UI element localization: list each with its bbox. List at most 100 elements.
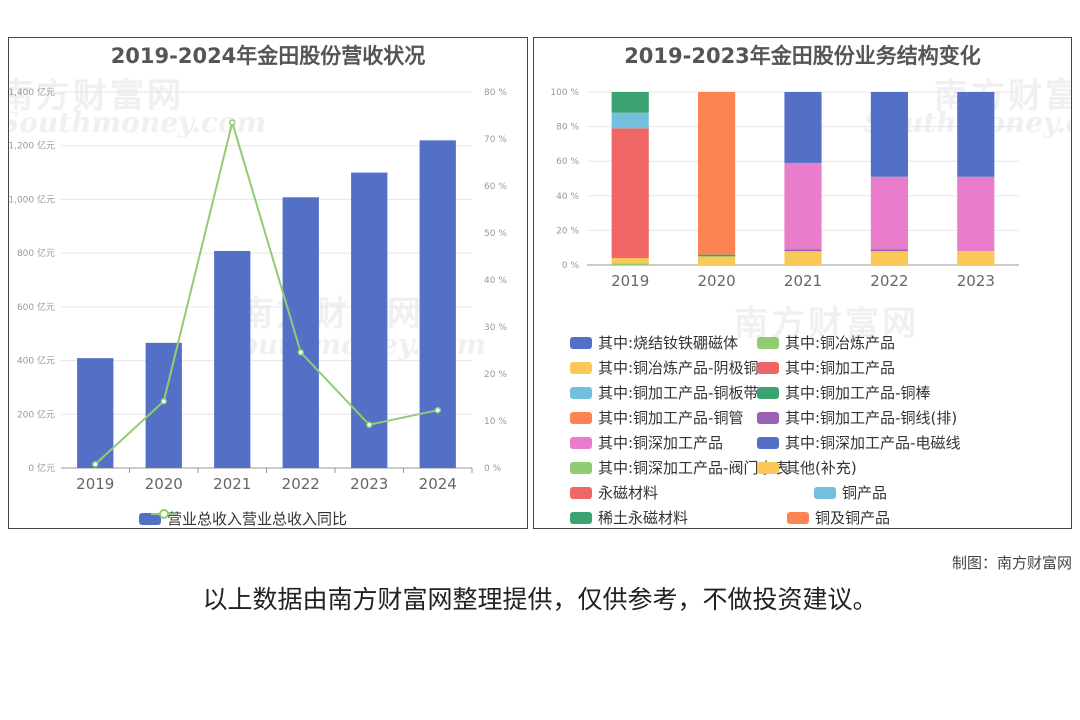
- y-tick-label-left: 600 亿元: [17, 301, 55, 313]
- stack-segment-2022: [870, 251, 908, 265]
- stack-segment-2023: [957, 176, 995, 252]
- y-tick-label-right: 70 %: [484, 135, 507, 145]
- legend-swatch: [570, 361, 592, 374]
- legend-label: 其中:烧结钕铁硼磁体: [598, 334, 739, 352]
- legend-item[interactable]: 其中:铜冶炼产品-阴极铜: [570, 357, 758, 378]
- legend-item[interactable]: 其中:铜加工产品: [757, 357, 895, 378]
- y-tick-label-left: 800 亿元: [17, 247, 55, 259]
- y-tick-label-left: 1,000 亿元: [9, 193, 55, 205]
- y-tick-label: 0 %: [562, 261, 580, 271]
- legend-label: 铜及铜产品: [815, 509, 891, 527]
- y-tick-label-right: 20 %: [484, 370, 507, 380]
- y-tick-label-left: 200 亿元: [17, 408, 55, 420]
- legend-item[interactable]: 铜产品: [814, 482, 887, 503]
- stack-segment-2020: [698, 92, 736, 255]
- legend-label-yoy[interactable]: 营业总收入同比: [242, 510, 348, 528]
- stack-segment-2021: [784, 162, 822, 250]
- legend-item[interactable]: 永磁材料: [570, 482, 658, 503]
- stack-segment-2019: [611, 92, 649, 113]
- legend-swatch: [570, 486, 592, 499]
- stack-segment-2019: [611, 112, 649, 129]
- bar-revenue-2022: [282, 197, 319, 468]
- legend-label: 其中:铜深加工产品-阀门水表: [598, 459, 789, 477]
- structure-chart-svg: 0 % 20 % 40 % 60 % 80 % 100 % 2019 2020 2021 2022…: [550, 88, 1019, 290]
- legend-item[interactable]: 其他(补充): [757, 457, 857, 478]
- stack-segment-2021: [784, 92, 822, 163]
- legend-swatch: [757, 336, 779, 349]
- stack-segment-2021: [784, 249, 822, 252]
- legend-swatch: [570, 511, 592, 524]
- y-tick-label-left: 400 亿元: [17, 355, 55, 367]
- legend-swatch: [757, 411, 779, 424]
- x-tick-label: 2021: [784, 272, 822, 290]
- y-tick-label-left: 1,400 亿元: [9, 86, 55, 98]
- stack-segment-2019: [611, 258, 649, 264]
- stack-segment-2023: [957, 251, 995, 265]
- legend-swatch: [814, 486, 836, 499]
- legend-swatch: [570, 336, 592, 349]
- y-tick-label-right: 60 %: [484, 182, 507, 192]
- y-tick-label: 60 %: [556, 157, 579, 167]
- legend-item[interactable]: 其中:铜深加工产品-阀门水表: [570, 457, 788, 478]
- stack-segment-2023: [957, 92, 995, 177]
- legend-item[interactable]: 其中:铜加工产品-铜板带: [570, 382, 758, 403]
- legend-label: 其中:铜深加工产品: [598, 434, 724, 452]
- legend-swatch: [757, 436, 779, 449]
- legend-swatch: [787, 511, 809, 524]
- y-tick-label: 20 %: [556, 226, 579, 236]
- x-tick-label: 2019: [76, 475, 114, 493]
- legend: 营业总收入 营业总收入同比: [139, 508, 348, 528]
- y-tick-label-right: 50 %: [484, 229, 507, 239]
- x-tick-label: 2020: [145, 475, 183, 493]
- revenue-chart-panel: 南方财富网 Southmoney.com 南方财富网 Southmoney.co…: [8, 37, 528, 529]
- legend-item[interactable]: 其中:铜加工产品-铜线(排): [757, 407, 957, 428]
- legend-label: 其中:铜冶炼产品: [785, 334, 896, 352]
- y-tick-label: 80 %: [556, 123, 579, 133]
- legend-swatch: [757, 461, 779, 474]
- legend-label-revenue[interactable]: 营业总收入: [167, 510, 243, 528]
- legend-label: 其中:铜加工产品: [785, 359, 896, 377]
- legend-item[interactable]: 其中:铜冶炼产品: [757, 332, 895, 353]
- stack-segment-2019: [611, 263, 649, 265]
- x-tick-label: 2022: [282, 475, 320, 493]
- x-tick-label: 2022: [870, 272, 908, 290]
- bar-revenue-2023: [351, 172, 388, 469]
- legend-item[interactable]: 其中:铜加工产品-铜棒: [757, 382, 930, 403]
- legend-label: 稀土永磁材料: [598, 509, 689, 527]
- legend-swatch: [570, 411, 592, 424]
- x-tick-label: 2019: [611, 272, 649, 290]
- x-tick-label: 2021: [213, 475, 251, 493]
- y-tick-label-right: 10 %: [484, 417, 507, 427]
- legend-label: 其中:铜加工产品-铜管: [598, 409, 744, 427]
- x-tick-label: 2023: [957, 272, 995, 290]
- bar-revenue-2021: [214, 250, 251, 468]
- yoy-point-2023: [366, 421, 373, 429]
- x-tick-label: 2024: [419, 475, 457, 493]
- legend-swatch: [757, 361, 779, 374]
- legend-label: 铜产品: [842, 484, 888, 502]
- legend-item[interactable]: 其中:铜深加工产品: [570, 432, 723, 453]
- yoy-point-2020: [160, 398, 167, 405]
- legend-item[interactable]: 其中:铜深加工产品-电磁线: [757, 432, 960, 453]
- legend-swatch-yoy: [151, 509, 177, 519]
- disclaimer: 以上数据由南方财富网整理提供，仅供参考，不做投资建议。: [202, 585, 878, 614]
- legend-item[interactable]: 稀土永磁材料: [570, 507, 688, 528]
- legend-label: 其中:铜加工产品-铜棒: [785, 384, 931, 402]
- stack-segment-2022: [870, 249, 908, 252]
- legend-item[interactable]: 其中:烧结钕铁硼磁体: [570, 332, 738, 353]
- legend-item[interactable]: 铜及铜产品: [787, 507, 890, 528]
- y-tick-label-right: 80 %: [484, 88, 507, 98]
- stack-segment-2020: [698, 256, 736, 265]
- y-tick-label-left: 1,200 亿元: [9, 140, 55, 152]
- legend-item[interactable]: 其中:铜加工产品-铜管: [570, 407, 743, 428]
- chart-title: 2019-2024年金田股份营收状况: [110, 44, 426, 68]
- y-tick-label: 40 %: [556, 192, 579, 202]
- x-tick-label: 2023: [350, 475, 388, 493]
- structure-chart-panel: 南方财富网 Southmoney.com 南方财富网 0 %20 %40 %60…: [533, 37, 1072, 529]
- legend-swatch: [757, 386, 779, 399]
- yoy-point-2022: [297, 349, 304, 356]
- stack-segment-2022: [870, 176, 908, 250]
- y-tick-label-right: 30 %: [484, 323, 507, 333]
- bar-revenue-2019: [77, 358, 114, 468]
- revenue-chart-svg: 0 亿元 200 亿元 400 亿元 600 亿元 800 亿元 1,000 亿元 1,20…: [9, 86, 507, 493]
